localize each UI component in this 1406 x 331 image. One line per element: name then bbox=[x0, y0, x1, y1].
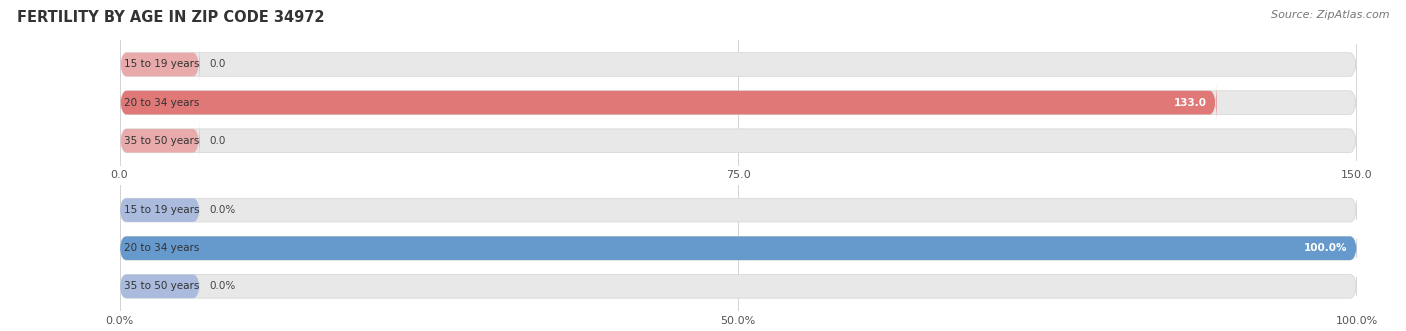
Text: Source: ZipAtlas.com: Source: ZipAtlas.com bbox=[1271, 10, 1389, 20]
Text: FERTILITY BY AGE IN ZIP CODE 34972: FERTILITY BY AGE IN ZIP CODE 34972 bbox=[17, 10, 325, 25]
FancyBboxPatch shape bbox=[120, 236, 1357, 260]
Text: 133.0: 133.0 bbox=[1174, 98, 1206, 108]
FancyBboxPatch shape bbox=[120, 236, 1357, 260]
Text: 35 to 50 years: 35 to 50 years bbox=[125, 281, 200, 291]
FancyBboxPatch shape bbox=[120, 274, 1357, 298]
FancyBboxPatch shape bbox=[120, 82, 1216, 123]
FancyBboxPatch shape bbox=[120, 82, 1357, 123]
FancyBboxPatch shape bbox=[120, 198, 1357, 222]
FancyBboxPatch shape bbox=[120, 44, 1357, 85]
FancyBboxPatch shape bbox=[120, 198, 200, 222]
Text: 0.0: 0.0 bbox=[209, 136, 226, 146]
Text: 35 to 50 years: 35 to 50 years bbox=[125, 136, 200, 146]
Text: 15 to 19 years: 15 to 19 years bbox=[125, 205, 200, 215]
FancyBboxPatch shape bbox=[120, 120, 1357, 161]
FancyBboxPatch shape bbox=[120, 120, 200, 161]
Text: 20 to 34 years: 20 to 34 years bbox=[125, 243, 200, 253]
Text: 0.0%: 0.0% bbox=[209, 205, 236, 215]
FancyBboxPatch shape bbox=[120, 274, 200, 298]
Text: 0.0%: 0.0% bbox=[209, 281, 236, 291]
Text: 0.0: 0.0 bbox=[209, 60, 226, 70]
Text: 20 to 34 years: 20 to 34 years bbox=[125, 98, 200, 108]
FancyBboxPatch shape bbox=[120, 44, 200, 85]
Text: 15 to 19 years: 15 to 19 years bbox=[125, 60, 200, 70]
Text: 100.0%: 100.0% bbox=[1303, 243, 1347, 253]
